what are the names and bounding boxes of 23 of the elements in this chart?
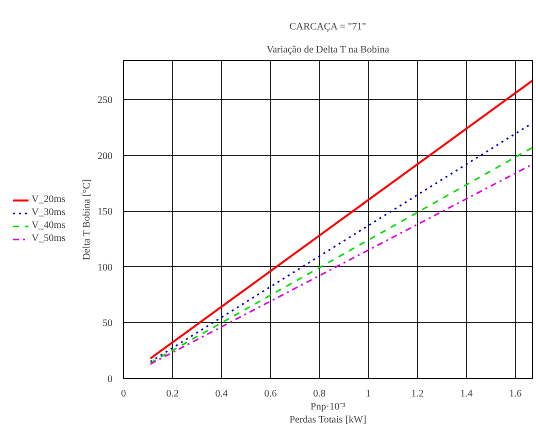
legend-label: V_50ms (32, 233, 66, 244)
x-tick-label: 0.6 (264, 388, 277, 400)
x-axis-title: Pnp·10⁻³ Perdas Totais [kW] (289, 402, 366, 426)
legend-label: V_30ms (32, 207, 66, 218)
y-axis-title: Delta T Bobina [°C] (82, 179, 92, 260)
y-tick-label: 50 (102, 318, 112, 330)
legend-label: V_20ms (32, 194, 66, 205)
x-tick-label: 0.8 (313, 388, 326, 400)
chart-title: CARCAÇA = "71" (289, 22, 366, 32)
legend-label: V_40ms (32, 220, 66, 231)
x-tick-label: 1 (366, 388, 371, 400)
x-tick-label: 0 (121, 388, 126, 400)
x-tick-label: 0.2 (166, 388, 179, 400)
x-tick-label: 1.4 (460, 388, 473, 400)
y-tick-label: 200 (98, 150, 112, 162)
y-tick-label: 100 (98, 262, 112, 274)
x-tick-label: 1.2 (411, 388, 424, 400)
y-tick-label: 150 (98, 206, 112, 218)
x-tick-label: 1.6 (509, 388, 522, 400)
y-tick-label: 250 (98, 95, 112, 106)
y-tick-label: 0 (108, 374, 112, 385)
chart-subtitle: Variação de Delta T na Bobina (266, 44, 390, 56)
x-tick-label: 0.4 (215, 388, 228, 400)
